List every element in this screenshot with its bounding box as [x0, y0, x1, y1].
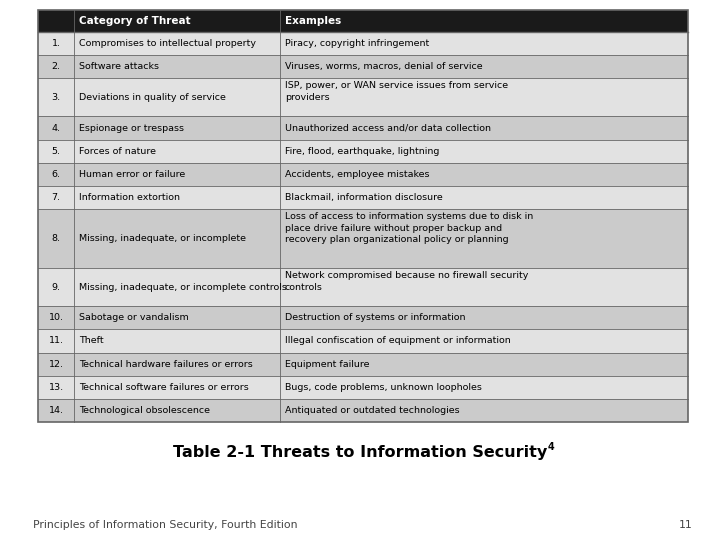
- Bar: [38, 78, 688, 117]
- Text: 11: 11: [679, 520, 693, 530]
- Text: 11.: 11.: [49, 336, 63, 346]
- Text: Accidents, employee mistakes: Accidents, employee mistakes: [285, 170, 429, 179]
- Text: Principles of Information Security, Fourth Edition: Principles of Information Security, Four…: [33, 520, 297, 530]
- Bar: [38, 399, 688, 422]
- Text: 6.: 6.: [52, 170, 60, 179]
- Bar: [38, 117, 688, 140]
- Bar: [38, 10, 688, 422]
- Text: Software attacks: Software attacks: [79, 62, 159, 71]
- Text: Viruses, worms, macros, denial of service: Viruses, worms, macros, denial of servic…: [285, 62, 482, 71]
- Text: Piracy, copyright infringement: Piracy, copyright infringement: [285, 39, 429, 48]
- Text: 13.: 13.: [49, 383, 64, 392]
- Text: Fire, flood, earthquake, lightning: Fire, flood, earthquake, lightning: [285, 147, 439, 156]
- Text: Missing, inadequate, or incomplete: Missing, inadequate, or incomplete: [79, 234, 246, 243]
- Bar: [38, 376, 688, 399]
- Text: Technological obsolescence: Technological obsolescence: [79, 406, 210, 415]
- Bar: [38, 268, 688, 306]
- Bar: [38, 306, 688, 329]
- Bar: [38, 186, 688, 209]
- Bar: [38, 32, 688, 55]
- Text: 9.: 9.: [52, 282, 60, 292]
- Text: Loss of access to information systems due to disk in
place drive failure without: Loss of access to information systems du…: [285, 212, 533, 244]
- Text: Information extortion: Information extortion: [79, 193, 181, 202]
- Text: 7.: 7.: [52, 193, 60, 202]
- Text: Human error or failure: Human error or failure: [79, 170, 186, 179]
- Text: Category of Threat: Category of Threat: [79, 16, 191, 26]
- Text: Table 2-1 Threats to Information Security: Table 2-1 Threats to Information Securit…: [173, 444, 547, 460]
- Text: Missing, inadequate, or incomplete controls: Missing, inadequate, or incomplete contr…: [79, 282, 287, 292]
- Text: Illegal confiscation of equipment or information: Illegal confiscation of equipment or inf…: [285, 336, 510, 346]
- Text: 8.: 8.: [52, 234, 60, 243]
- Bar: [38, 353, 688, 376]
- Text: Compromises to intellectual property: Compromises to intellectual property: [79, 39, 256, 48]
- Text: Unauthorized access and/or data collection: Unauthorized access and/or data collecti…: [285, 124, 491, 132]
- Text: Bugs, code problems, unknown loopholes: Bugs, code problems, unknown loopholes: [285, 383, 482, 392]
- Bar: [38, 10, 688, 32]
- Text: 10.: 10.: [49, 313, 63, 322]
- Text: 1.: 1.: [52, 39, 60, 48]
- Text: Equipment failure: Equipment failure: [285, 360, 369, 369]
- Bar: [38, 163, 688, 186]
- Text: Examples: Examples: [285, 16, 341, 26]
- Text: Sabotage or vandalism: Sabotage or vandalism: [79, 313, 189, 322]
- Bar: [38, 209, 688, 268]
- Text: Network compromised because no firewall security
controls: Network compromised because no firewall …: [285, 271, 528, 292]
- Text: Technical software failures or errors: Technical software failures or errors: [79, 383, 249, 392]
- Bar: [38, 55, 688, 78]
- Bar: [38, 140, 688, 163]
- Text: Deviations in quality of service: Deviations in quality of service: [79, 93, 226, 102]
- Text: 4.: 4.: [52, 124, 60, 132]
- Text: Forces of nature: Forces of nature: [79, 147, 156, 156]
- Text: Theft: Theft: [79, 336, 104, 346]
- Bar: [38, 329, 688, 353]
- Text: 14.: 14.: [49, 406, 63, 415]
- Text: Destruction of systems or information: Destruction of systems or information: [285, 313, 465, 322]
- Text: Antiquated or outdated technologies: Antiquated or outdated technologies: [285, 406, 459, 415]
- Text: Blackmail, information disclosure: Blackmail, information disclosure: [285, 193, 443, 202]
- Text: 5.: 5.: [52, 147, 60, 156]
- Text: 4: 4: [548, 442, 555, 452]
- Text: Espionage or trespass: Espionage or trespass: [79, 124, 184, 132]
- Text: 3.: 3.: [52, 93, 60, 102]
- Text: Technical hardware failures or errors: Technical hardware failures or errors: [79, 360, 253, 369]
- Text: 2.: 2.: [52, 62, 60, 71]
- Text: 12.: 12.: [49, 360, 63, 369]
- Text: ISP, power, or WAN service issues from service
providers: ISP, power, or WAN service issues from s…: [285, 82, 508, 102]
